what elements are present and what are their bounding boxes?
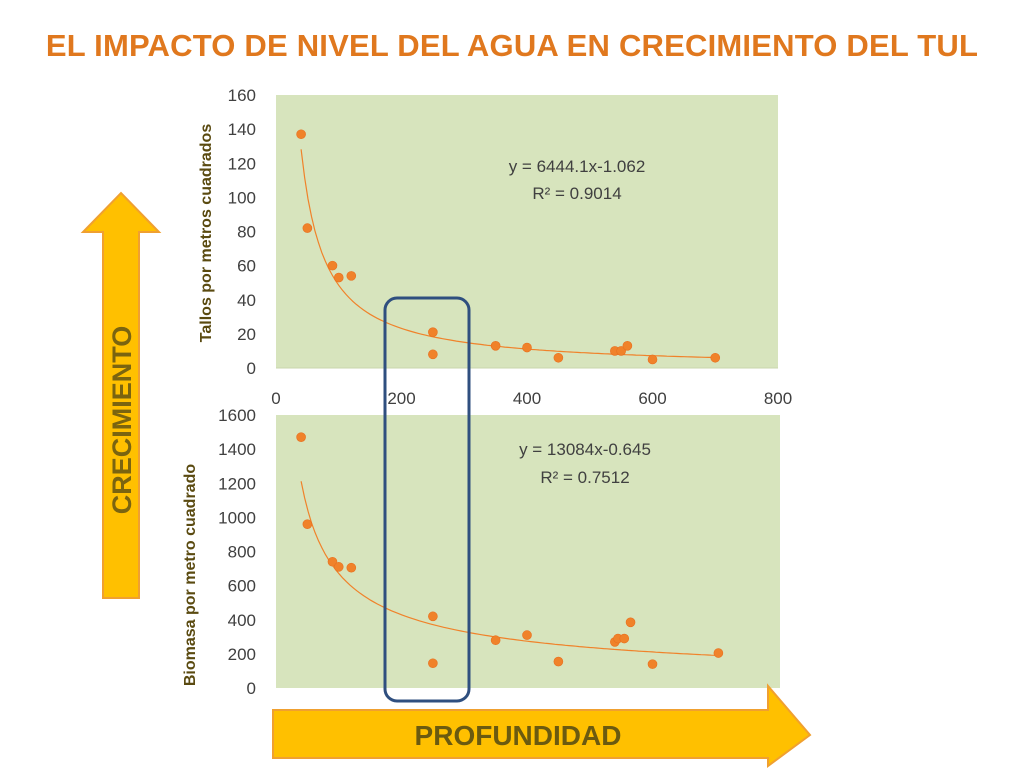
data-point	[625, 617, 636, 628]
y-tick-label: 400	[228, 611, 256, 630]
y-axis-label: Biomasa por metro cuadrado	[182, 464, 199, 687]
data-point	[428, 349, 438, 360]
y-tick-labels: 0 200 400 600 800 1000 1200 1400 1600	[218, 406, 256, 698]
y-tick-label: 200	[228, 645, 256, 664]
y-tick-label: 0	[247, 679, 256, 698]
chart-biomass: 0 200 400 600 800 1000 1200 1400 1600 y = 13084x…	[182, 406, 780, 698]
y-tick-label: 160	[228, 86, 256, 105]
data-point	[327, 260, 338, 271]
y-tick-label: 120	[228, 154, 256, 173]
y-tick-labels: 0 20 40 60 80 100 120 140 160	[228, 86, 256, 378]
y-tick-label: 20	[237, 325, 256, 344]
growth-label: CRECIMIENTO	[107, 326, 137, 515]
x-tick-label: 600	[638, 389, 666, 408]
plot-area-biomass	[276, 415, 780, 688]
y-tick-label: 0	[247, 359, 256, 378]
data-point	[622, 341, 633, 351]
data-point	[296, 432, 306, 442]
data-point	[296, 129, 306, 140]
data-point	[428, 658, 438, 669]
y-tick-label: 100	[228, 188, 256, 207]
data-point	[616, 346, 626, 356]
y-tick-label: 60	[237, 257, 256, 276]
data-point	[522, 342, 532, 353]
trendline	[300, 149, 716, 359]
data-point	[333, 562, 344, 572]
y-tick-label: 600	[228, 577, 256, 596]
data-point	[713, 648, 724, 658]
x-tick-label: 0	[271, 389, 280, 408]
plot-area-stems	[276, 95, 778, 368]
data-point	[619, 633, 630, 644]
y-tick-label: 140	[228, 120, 256, 139]
data-point	[346, 562, 357, 573]
data-point	[490, 341, 501, 351]
trend-equation: y = 6444.1x-1.062	[509, 157, 646, 176]
data-point	[327, 556, 338, 567]
y-tick-label: 80	[237, 223, 256, 242]
x-tick-labels: 0 200 400 600 800	[271, 389, 792, 408]
x-tick-label: 400	[513, 389, 541, 408]
data-point	[553, 656, 564, 667]
data-point	[647, 659, 658, 669]
data-points	[296, 432, 724, 669]
highlight-box	[383, 296, 471, 703]
data-point	[428, 611, 438, 622]
data-point	[553, 352, 564, 363]
data-point	[428, 327, 438, 337]
y-axis-label: Tallos por metros cuadrados	[198, 124, 215, 343]
y-tick-label: 1400	[218, 440, 256, 459]
data-point	[302, 519, 313, 530]
x-tick-label: 200	[387, 389, 415, 408]
x-tick-label: 800	[764, 389, 792, 408]
data-point	[522, 630, 532, 640]
data-point	[710, 352, 721, 363]
y-tick-label: 1200	[218, 474, 256, 493]
data-point	[490, 635, 501, 646]
data-point	[302, 223, 313, 233]
y-tick-label: 40	[237, 291, 256, 310]
trendline	[300, 481, 719, 657]
data-point	[346, 271, 357, 281]
y-tick-label: 800	[228, 543, 256, 562]
data-point	[333, 272, 344, 283]
page-title: EL IMPACTO DE NIVEL DEL AGUA EN CRECIMIE…	[45, 28, 979, 63]
data-points	[296, 129, 721, 365]
chart-stems: 0 20 40 60 80 100 120 140 160 0 200 400 600 800 y = …	[198, 86, 792, 408]
r-squared: R² = 0.9014	[532, 184, 621, 203]
trend-equation: y = 13084x-0.645	[519, 440, 651, 459]
y-tick-label: 1000	[218, 508, 256, 527]
y-tick-label: 1600	[218, 406, 256, 425]
growth-arrow: CRECIMIENTO	[80, 191, 162, 599]
data-point	[647, 354, 658, 365]
r-squared: R² = 0.7512	[540, 468, 629, 487]
depth-arrow: PROFUNDIDAD	[272, 683, 812, 768]
depth-label: PROFUNDIDAD	[415, 720, 622, 751]
